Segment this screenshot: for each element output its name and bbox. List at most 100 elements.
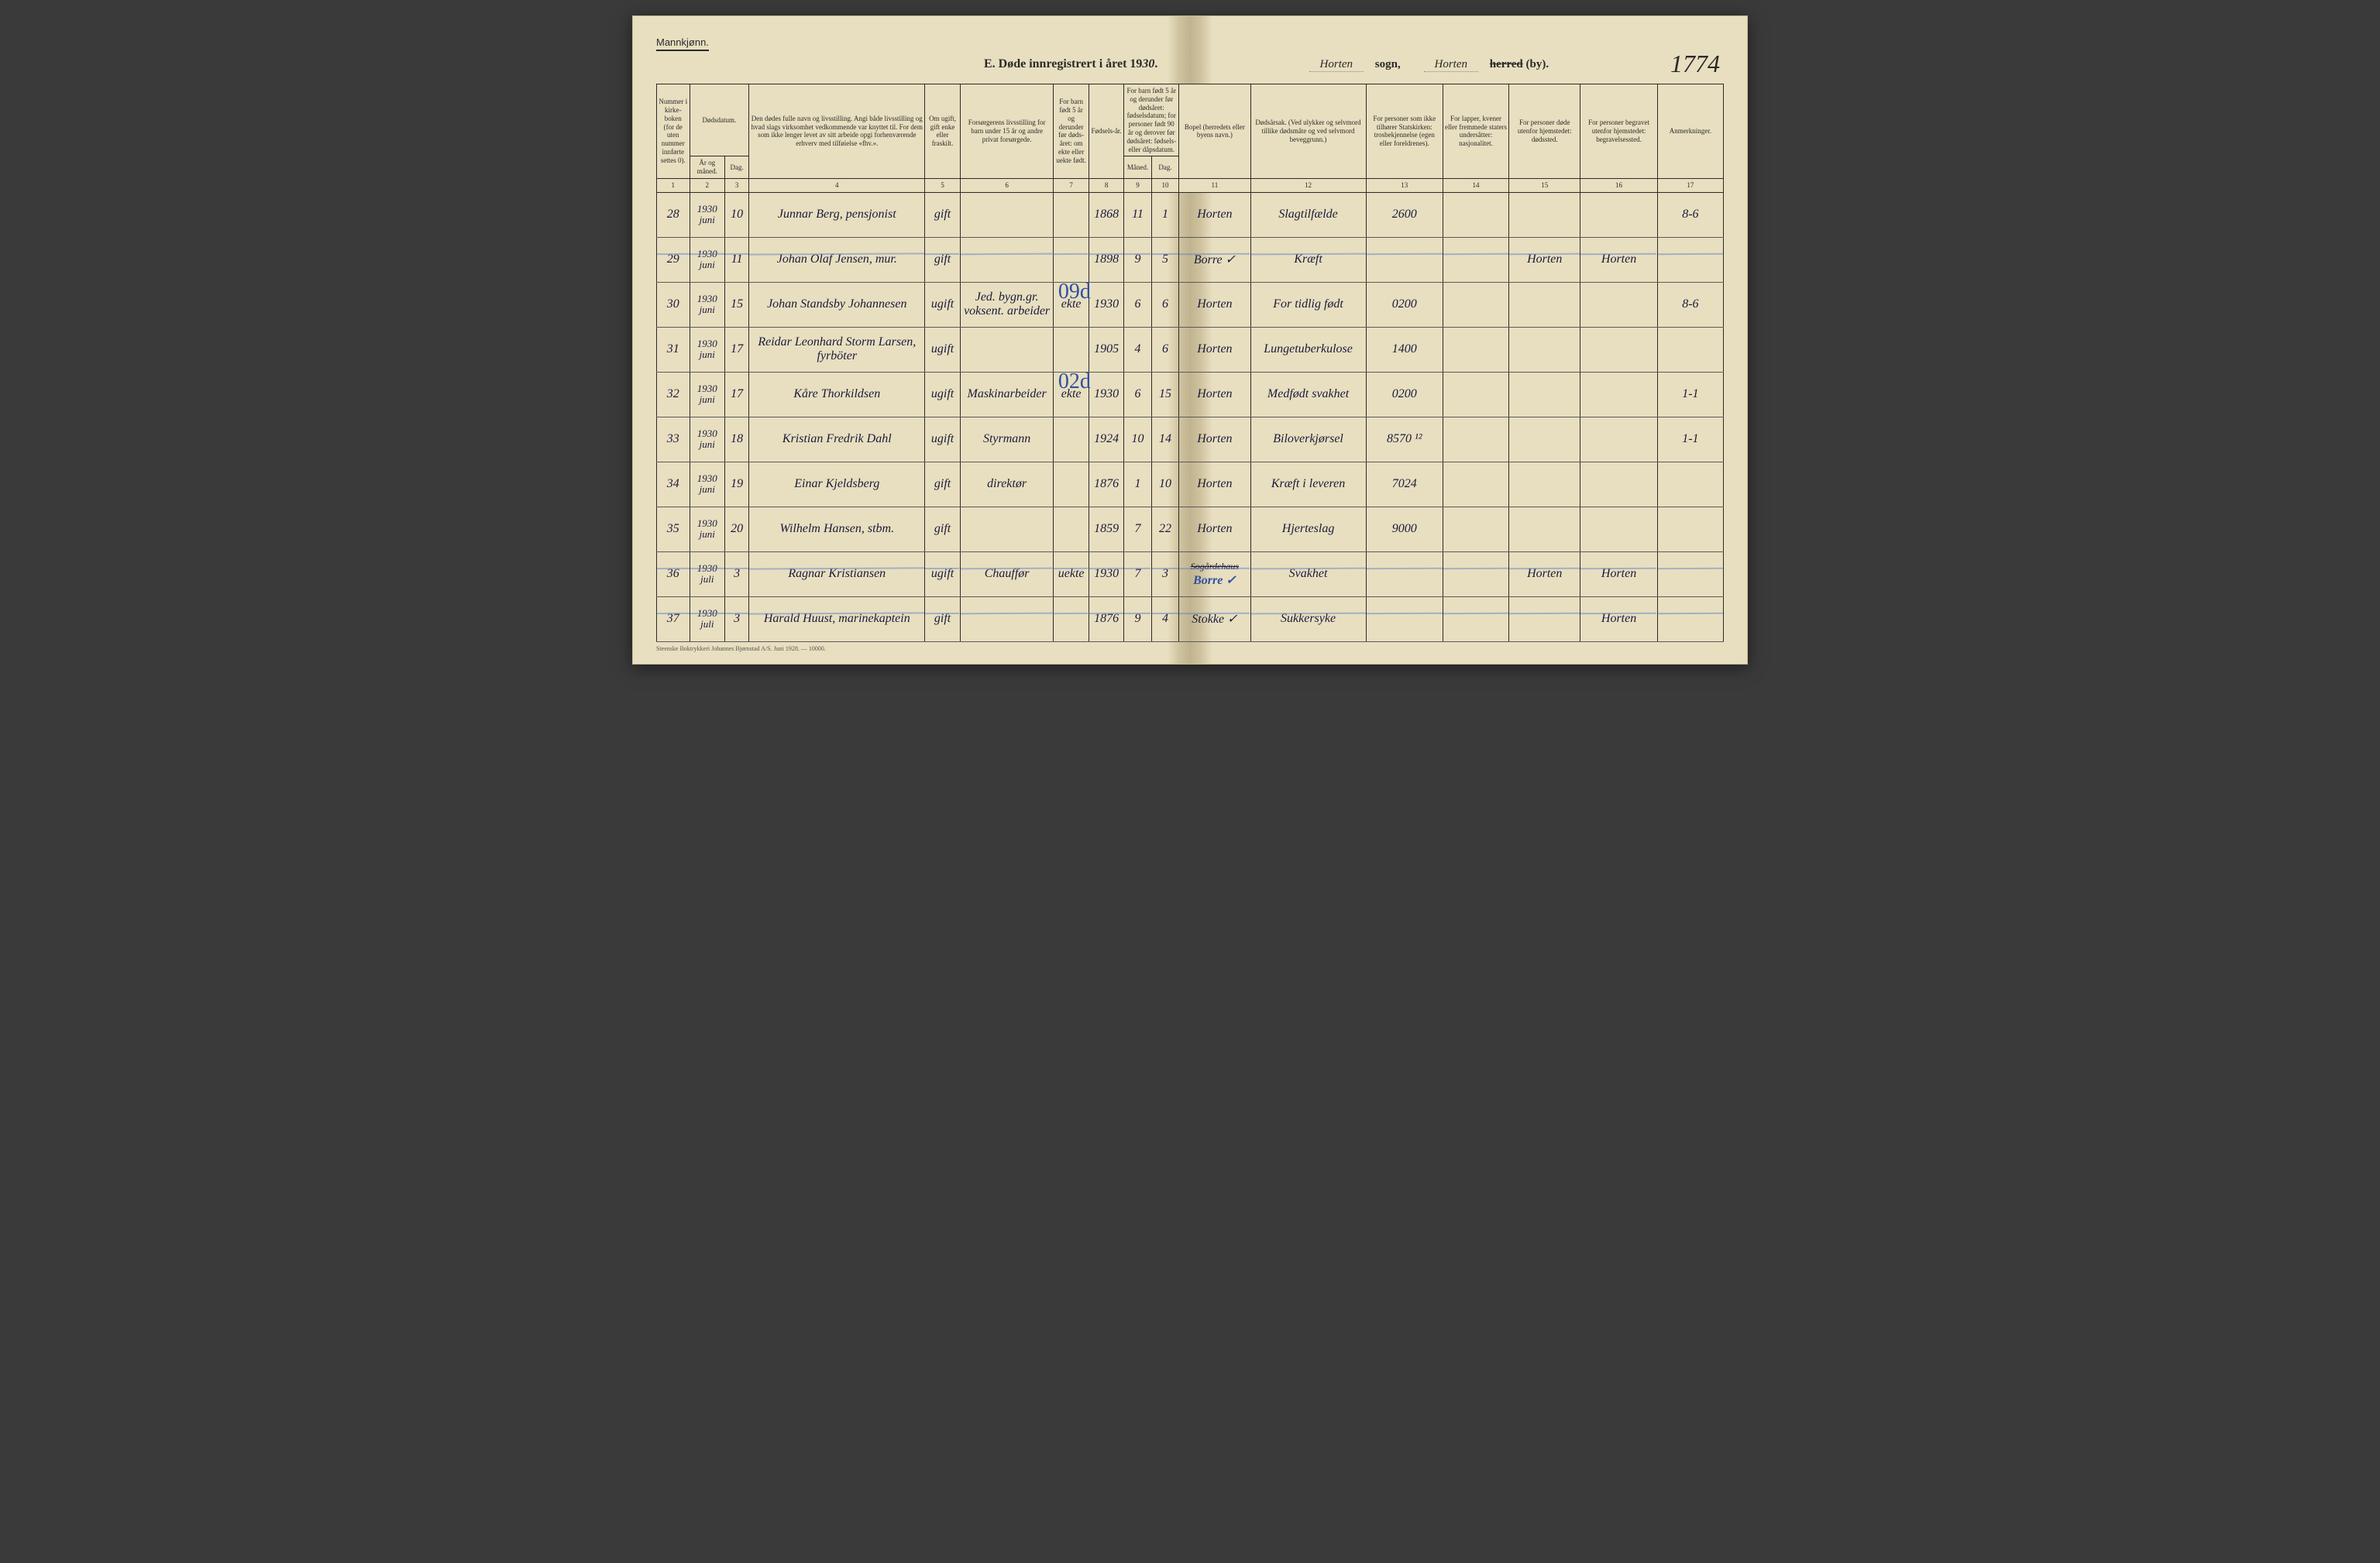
table-cell: 1930juni	[690, 327, 724, 372]
table-cell: Horten	[1179, 192, 1250, 237]
table-cell	[1509, 507, 1580, 551]
table-cell: 1930juni	[690, 417, 724, 462]
table-cell: 1-1	[1657, 417, 1723, 462]
table-cell	[1054, 192, 1089, 237]
table-cell: Horten	[1580, 596, 1657, 641]
table-cell: Maskinarbeider	[960, 372, 1054, 417]
col-14-header: For lapper, kvener eller fremmede stater…	[1443, 84, 1508, 179]
table-cell: Wilhelm Hansen, stbm.	[749, 507, 925, 551]
table-cell: Jed. bygn.gr. voksent. arbeider	[960, 282, 1054, 327]
table-cell: direktør	[960, 462, 1054, 507]
table-cell: 7	[1124, 507, 1151, 551]
column-number: 9	[1124, 178, 1151, 192]
table-cell: Johan Standsby Johannesen	[749, 282, 925, 327]
col-17-header: Anmerkninger.	[1657, 84, 1723, 179]
table-cell	[1443, 462, 1508, 507]
column-number: 8	[1089, 178, 1123, 192]
table-cell	[1443, 507, 1508, 551]
col-13-header: For personer som ikke tilhører Statskirk…	[1366, 84, 1443, 179]
table-cell	[1509, 372, 1580, 417]
column-number: 13	[1366, 178, 1443, 192]
table-cell: Kåre Thorkildsen	[749, 372, 925, 417]
column-number: 17	[1657, 178, 1723, 192]
table-cell	[1657, 237, 1723, 282]
col-9-sub: Måned.	[1124, 156, 1151, 179]
table-cell: For tidlig født	[1250, 282, 1366, 327]
table-cell	[1366, 596, 1443, 641]
table-cell: ugift	[925, 327, 960, 372]
table-cell: 19	[725, 462, 749, 507]
table-cell: 30	[657, 282, 690, 327]
table-cell: 1930juni	[690, 462, 724, 507]
table-cell	[1580, 462, 1657, 507]
table-cell	[1657, 507, 1723, 551]
table-body: 281930juni10Junnar Berg, pensjonistgift1…	[657, 192, 1724, 641]
table-cell: Hjerteslag	[1250, 507, 1366, 551]
table-cell: Reidar Leonhard Storm Larsen, fyrböter	[749, 327, 925, 372]
table-cell: Einar Kjeldsberg	[749, 462, 925, 507]
table-cell	[1509, 596, 1580, 641]
table-cell: uekte	[1054, 551, 1089, 596]
table-cell: 02d1930	[1089, 372, 1123, 417]
table-cell: 15	[725, 282, 749, 327]
table-cell: 0200	[1366, 282, 1443, 327]
table-cell	[1580, 192, 1657, 237]
table-cell	[1054, 237, 1089, 282]
table-cell: Chauffør	[960, 551, 1054, 596]
table-cell	[1657, 596, 1723, 641]
table-cell: 1-1	[1657, 372, 1723, 417]
gender-heading: Mannkjønn.	[656, 36, 1724, 57]
table-cell	[1366, 551, 1443, 596]
table-cell: 7024	[1366, 462, 1443, 507]
ledger-book-spread: Mannkjønn. E. Døde innregistrert i året …	[632, 15, 1748, 665]
page-header: E. Døde innregistrert i året 1930. Horte…	[656, 57, 1724, 72]
col-7-header: For barn født 5 år og derunder før døds-…	[1054, 84, 1089, 179]
table-cell: 29	[657, 237, 690, 282]
table-cell: 6	[1124, 282, 1151, 327]
table-cell	[1580, 372, 1657, 417]
table-cell	[1054, 596, 1089, 641]
table-cell	[960, 327, 1054, 372]
table-cell: 1868	[1089, 192, 1123, 237]
column-number: 1	[657, 178, 690, 192]
table-row: 361930juli3Ragnar KristiansenugiftChauff…	[657, 551, 1724, 596]
table-cell	[1443, 327, 1508, 372]
table-cell: gift	[925, 596, 960, 641]
table-cell	[1366, 237, 1443, 282]
col-9-10-group: For barn født 5 år og derunder før dødså…	[1124, 84, 1179, 156]
table-cell	[1054, 417, 1089, 462]
table-cell: 18	[725, 417, 749, 462]
sogn-label: sogn,	[1375, 58, 1401, 70]
table-cell: ugift	[925, 282, 960, 327]
table-row: 321930juni17Kåre ThorkildsenugiftMaskina…	[657, 372, 1724, 417]
table-cell: 2600	[1366, 192, 1443, 237]
table-cell: 1400	[1366, 327, 1443, 372]
table-cell	[1657, 462, 1723, 507]
table-cell: Horten	[1179, 462, 1250, 507]
table-cell	[1054, 462, 1089, 507]
table-cell: 9000	[1366, 507, 1443, 551]
col-6-header: Forsørgerens livsstilling for barn under…	[960, 84, 1054, 179]
table-header: Nummer i kirke-boken (for de uten nummer…	[657, 84, 1724, 193]
table-cell: Lungetuberkulose	[1250, 327, 1366, 372]
table-cell: 4	[1151, 596, 1178, 641]
table-cell: 4	[1124, 327, 1151, 372]
table-cell: gift	[925, 192, 960, 237]
table-cell: 17	[725, 372, 749, 417]
table-cell: 1	[1151, 192, 1178, 237]
table-cell: gift	[925, 507, 960, 551]
table-cell: Johan Olaf Jensen, mur.	[749, 237, 925, 282]
table-cell: Svakhet	[1250, 551, 1366, 596]
table-cell: 11	[1124, 192, 1151, 237]
title-year-hand: 30	[1142, 57, 1154, 70]
col-10-sub: Dag.	[1151, 156, 1178, 179]
table-cell: 1930juli	[690, 551, 724, 596]
col-11-header: Bopel (herredets eller byens navn.)	[1179, 84, 1250, 179]
table-cell: Slagtilfælde	[1250, 192, 1366, 237]
column-number: 11	[1179, 178, 1250, 192]
table-cell: 6	[1151, 282, 1178, 327]
table-row: 341930juni19Einar Kjeldsberggiftdirektør…	[657, 462, 1724, 507]
table-cell	[1580, 282, 1657, 327]
table-cell: Horten	[1580, 237, 1657, 282]
table-cell: Kræft	[1250, 237, 1366, 282]
